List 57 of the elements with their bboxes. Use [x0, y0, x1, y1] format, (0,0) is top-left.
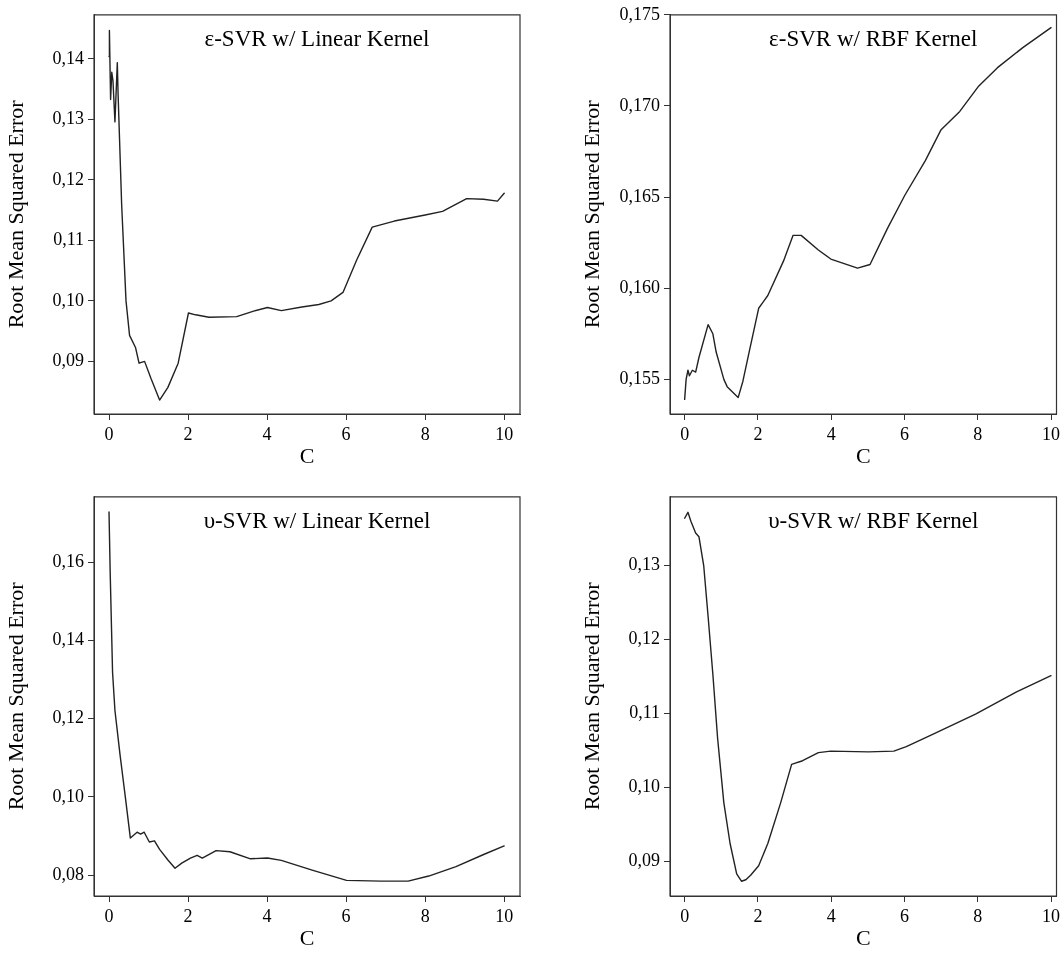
y-axis-title: Root Mean Squared Error [2, 581, 28, 811]
y-tick-label: 0,160 [619, 276, 660, 297]
x-axis-title: C [855, 442, 871, 468]
y-axis-title: Root Mean Squared Error [2, 99, 28, 329]
x-tick-label: 6 [341, 905, 351, 926]
text: ε-SVR w/ Linear Kernel [204, 26, 430, 52]
x-tick-label: 10 [1042, 423, 1060, 444]
y-tick-label: 0,09 [628, 849, 660, 870]
y-tick-label: 0,175 [619, 3, 660, 24]
y-tick-label: 0,13 [628, 554, 660, 575]
y-tick-label: 0,13 [52, 108, 84, 129]
x-tick-label: 6 [899, 905, 909, 926]
y-axis-title: Root Mean Squared Error [578, 581, 604, 811]
x-tick-label: 4 [262, 905, 272, 926]
x-tick-label: 4 [262, 423, 272, 444]
x-tick-label: 10 [1042, 905, 1060, 926]
text: ε-SVR w/ RBF Kernel [769, 26, 978, 52]
x-tick-label: 0 [680, 905, 690, 926]
y-tick-label: 0,10 [52, 785, 84, 806]
y-tick-label: 0,12 [52, 707, 84, 728]
y-tick-label: 0,14 [52, 47, 84, 68]
x-axis-title: C [855, 924, 871, 950]
x-tick-label: 8 [420, 423, 430, 444]
y-tick-label: 0,10 [52, 289, 84, 310]
y-tick-label: 0,16 [52, 550, 84, 571]
x-tick-label: 0 [680, 423, 690, 444]
y-tick-label: 0,12 [52, 168, 84, 189]
x-tick-label: 4 [826, 423, 836, 444]
x-tick-label: 6 [341, 423, 351, 444]
y-tick-label: 0,170 [619, 94, 660, 115]
y-tick-label: 0,10 [628, 776, 660, 797]
y-tick-label: 0,09 [52, 350, 84, 371]
x-tick-label: 2 [753, 905, 763, 926]
x-tick-label: 8 [973, 423, 983, 444]
x-tick-label: 0 [104, 905, 114, 926]
y-tick-label: 0,08 [52, 863, 84, 884]
x-axis-title: C [299, 924, 315, 950]
y-tick-label: 0,12 [628, 628, 660, 649]
y-axis-title: Root Mean Squared Error [578, 99, 604, 329]
text: υ-SVR w/ RBF Kernel [768, 508, 979, 534]
x-tick-label: 4 [826, 905, 836, 926]
x-tick-label: 6 [899, 423, 909, 444]
x-tick-label: 0 [104, 423, 114, 444]
x-tick-label: 8 [973, 905, 983, 926]
y-tick-label: 0,11 [629, 702, 660, 723]
x-tick-label: 10 [495, 423, 514, 444]
y-tick-label: 0,165 [619, 185, 660, 206]
y-tick-label: 0,11 [53, 229, 84, 250]
y-tick-label: 0,14 [52, 629, 84, 650]
x-tick-label: 2 [753, 423, 763, 444]
x-tick-label: 10 [495, 905, 514, 926]
x-tick-label: 2 [183, 905, 193, 926]
x-tick-label: 8 [420, 905, 430, 926]
text: υ-SVR w/ Linear Kernel [203, 508, 431, 534]
x-tick-label: 2 [183, 423, 193, 444]
x-axis-title: C [299, 442, 315, 468]
y-tick-label: 0,155 [619, 368, 660, 389]
